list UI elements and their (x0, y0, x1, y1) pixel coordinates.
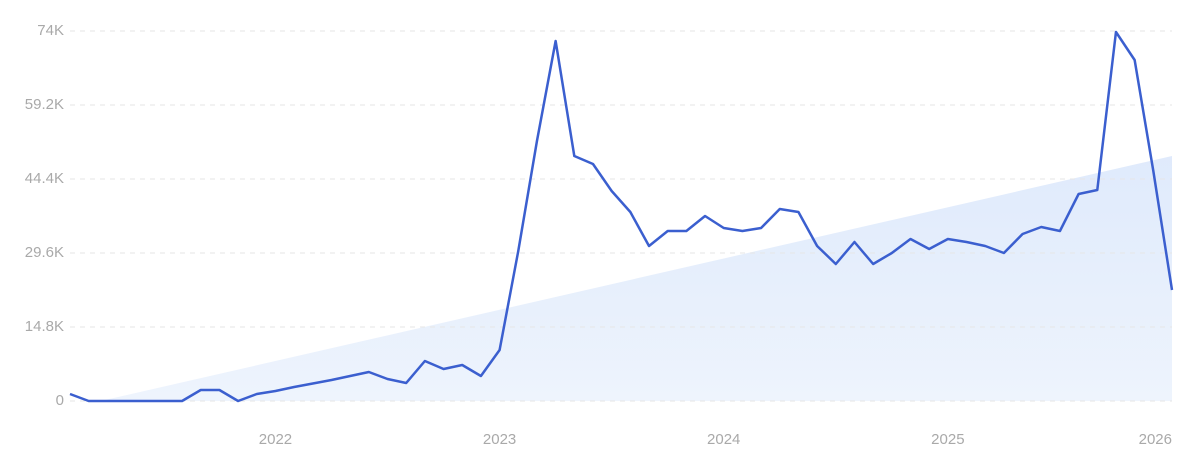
y-tick-label: 44.4K (25, 170, 64, 187)
trend-area (100, 156, 1173, 401)
y-tick-label: 14.8K (25, 318, 64, 335)
y-tick-label: 74K (37, 22, 64, 39)
x-tick-label: 2026 (1139, 431, 1172, 448)
y-tick-label: 29.6K (25, 244, 64, 261)
line-series (69, 30, 1174, 403)
y-tick-label: 59.2K (25, 96, 64, 113)
x-tick-label: 2024 (707, 431, 740, 448)
x-tick-label: 2023 (483, 431, 516, 448)
x-tick-label: 2022 (259, 431, 292, 448)
x-tick-label: 2025 (931, 431, 964, 448)
y-tick-label: 0 (56, 392, 64, 409)
